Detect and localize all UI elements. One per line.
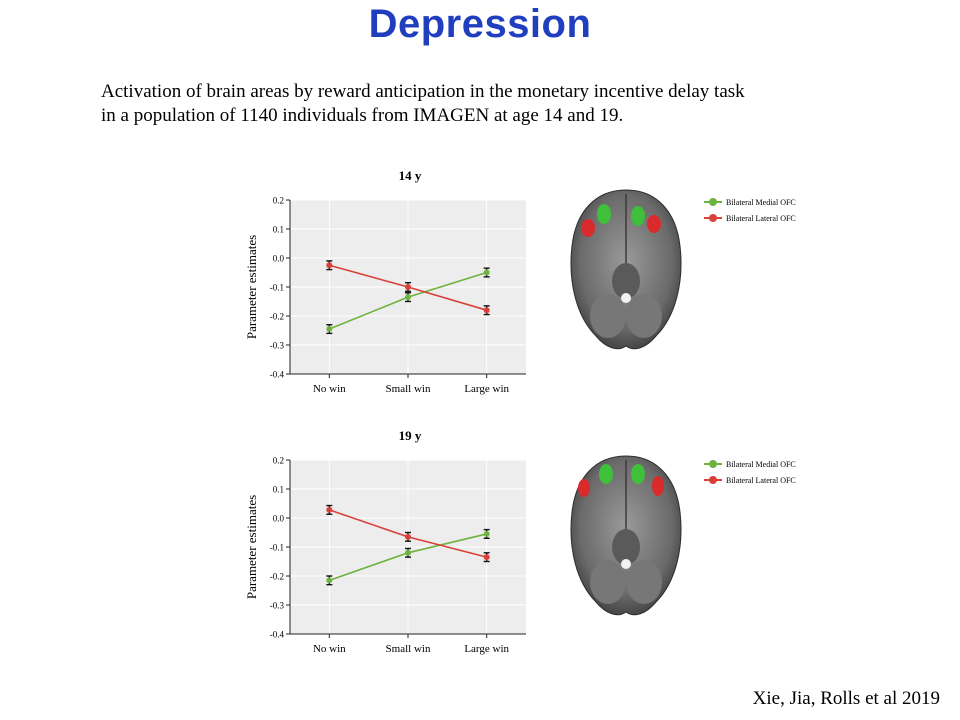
data-point (483, 269, 490, 276)
citation: Xie, Jia, Rolls et al 2019 (752, 688, 940, 709)
x-tick-label: No win (313, 383, 346, 395)
legend-swatch-green-icon (704, 198, 722, 206)
data-point (405, 284, 411, 290)
data-point (483, 554, 490, 561)
y-tick-label: -0.1 (270, 283, 284, 293)
y-tick-label: -0.2 (270, 312, 284, 322)
legend-item-lateral: Bilateral Lateral OFC (704, 210, 824, 226)
data-point (326, 262, 333, 269)
y-tick-label: -0.1 (270, 543, 284, 553)
legend-item-medial: Bilateral Medial OFC (704, 194, 824, 210)
legend-label-lateral: Bilateral Lateral OFC (726, 475, 796, 485)
y-tick-label: -0.4 (270, 630, 285, 640)
legend-swatch-red-icon (704, 476, 722, 484)
legend-label-medial: Bilateral Medial OFC (726, 197, 796, 207)
legend-label-lateral: Bilateral Lateral OFC (726, 213, 796, 223)
legend-19y: Bilateral Medial OFC Bilateral Lateral O… (704, 456, 824, 488)
brain-image-14y (566, 186, 686, 354)
data-point (405, 533, 411, 540)
x-tick-label: Small win (386, 643, 431, 655)
data-point (483, 530, 490, 537)
chart-19y-svg: 19 y Parameter estimates 0.2 0.1 0.0 -0.1 -0.2… (244, 428, 526, 655)
y-tick-label: -0.3 (270, 601, 285, 611)
y-tick-label: -0.2 (270, 572, 284, 582)
chart-14y-svg: 14 y Parameter estimates 0.2 0.1 0.0 -0.1 -0.2… (244, 168, 526, 395)
data-point (405, 549, 411, 556)
y-tick-label: 0.1 (273, 225, 284, 235)
y-tick-label: 0.1 (273, 485, 284, 495)
y-tick-label: 0.2 (273, 196, 284, 206)
legend-label-medial: Bilateral Medial OFC (726, 459, 796, 469)
x-tick-label: Large win (464, 643, 509, 655)
legend-swatch-red-icon (704, 214, 722, 222)
chart-14y: 14 y Parameter estimates 0.2 0.1 0.0 -0.1 -0.2… (240, 160, 540, 400)
data-point (326, 326, 333, 333)
data-point (326, 506, 333, 513)
x-tick-label: No win (313, 643, 346, 655)
chart-title: 14 y (399, 168, 422, 183)
legend-item-lateral: Bilateral Lateral OFC (704, 472, 824, 488)
y-axis-label: Parameter estimates (244, 235, 259, 339)
y-tick-label: 0.0 (273, 514, 285, 524)
brain-image-19y (566, 452, 686, 620)
data-point (326, 577, 333, 584)
legend-14y: Bilateral Medial OFC Bilateral Lateral O… (704, 194, 824, 226)
data-point (405, 294, 411, 301)
chart-title: 19 y (399, 428, 422, 443)
brain-ventral-icon (570, 189, 682, 350)
data-point (483, 307, 490, 314)
description-line-2: in a population of 1140 individuals from… (101, 105, 624, 126)
description-line-1: Activation of brain areas by reward anti… (101, 81, 745, 102)
chart-19y: 19 y Parameter estimates 0.2 0.1 0.0 -0.1 -0.2… (240, 420, 540, 660)
y-tick-label: -0.4 (270, 370, 285, 380)
y-tick-label: 0.0 (273, 254, 285, 264)
y-tick-label: -0.3 (270, 341, 285, 351)
y-axis-label: Parameter estimates (244, 495, 259, 599)
x-tick-label: Large win (464, 383, 509, 395)
y-tick-label: 0.2 (273, 456, 284, 466)
brain-ventral-icon (570, 455, 682, 616)
slide-title: Depression (368, 2, 592, 46)
x-tick-label: Small win (386, 383, 431, 395)
legend-swatch-green-icon (704, 460, 722, 468)
legend-item-medial: Bilateral Medial OFC (704, 456, 824, 472)
